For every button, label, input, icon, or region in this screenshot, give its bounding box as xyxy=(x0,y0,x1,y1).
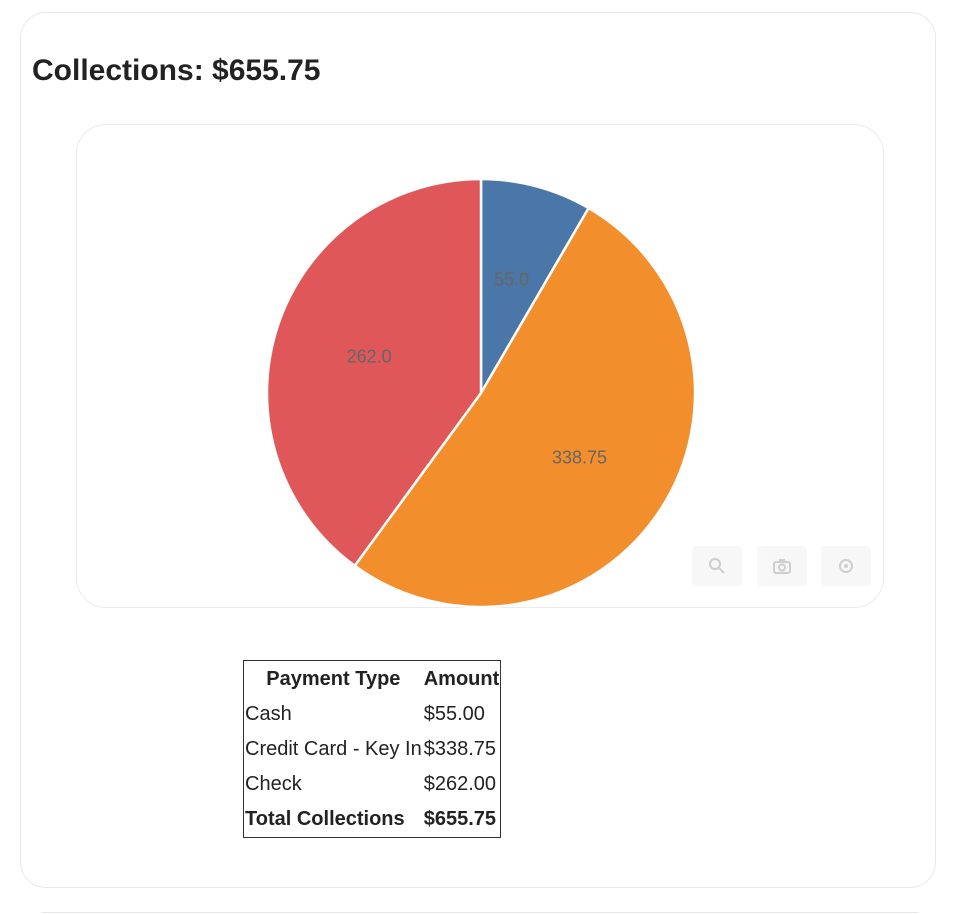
chart-container: 55.0 338.75 262.0 xyxy=(76,124,884,609)
slice-value-label: 338.75 xyxy=(552,447,607,467)
divider xyxy=(42,912,918,913)
settings-icon xyxy=(839,559,853,573)
pie-chart: 55.0 338.75 262.0 xyxy=(265,177,697,609)
pie-slice-check[interactable] xyxy=(265,177,483,568)
table-row: Check $262.00 xyxy=(244,767,501,802)
total-label-cell: Total Collections xyxy=(245,808,405,830)
amount-cell: $55.00 xyxy=(423,703,485,725)
payment-type-cell: Cash xyxy=(245,703,292,725)
payment-type-cell: Check xyxy=(245,773,302,795)
column-header-payment-type: Payment Type xyxy=(266,667,401,690)
table-header-row: Payment Type Amount xyxy=(244,661,501,698)
total-amount-cell: $655.75 xyxy=(423,808,497,830)
zoom-button[interactable] xyxy=(692,546,742,586)
page-title: Collections: $655.75 xyxy=(32,54,321,87)
amount-cell: $262.00 xyxy=(423,773,497,795)
payment-type-cell: Credit Card - Key In xyxy=(245,738,422,760)
settings-button[interactable] xyxy=(821,546,871,586)
camera-icon xyxy=(773,559,791,574)
table-row: Cash $55.00 xyxy=(244,697,501,732)
slice-value-label: 262.0 xyxy=(347,346,392,366)
table-row: Credit Card - Key In $338.75 xyxy=(244,732,501,767)
amount-cell: $338.75 xyxy=(423,738,497,760)
pie-slice-credit-card-key-in[interactable] xyxy=(352,206,697,609)
collections-table: Payment Type Amount Cash $55.00 Credit C… xyxy=(243,660,502,838)
pie-slice-cash[interactable] xyxy=(479,177,591,398)
slice-value-label: 55.0 xyxy=(494,269,529,289)
download-image-button[interactable] xyxy=(757,546,807,586)
column-header-amount: Amount xyxy=(423,667,500,690)
total-row: Total Collections $655.75 xyxy=(244,802,501,838)
zoom-icon xyxy=(709,558,725,574)
